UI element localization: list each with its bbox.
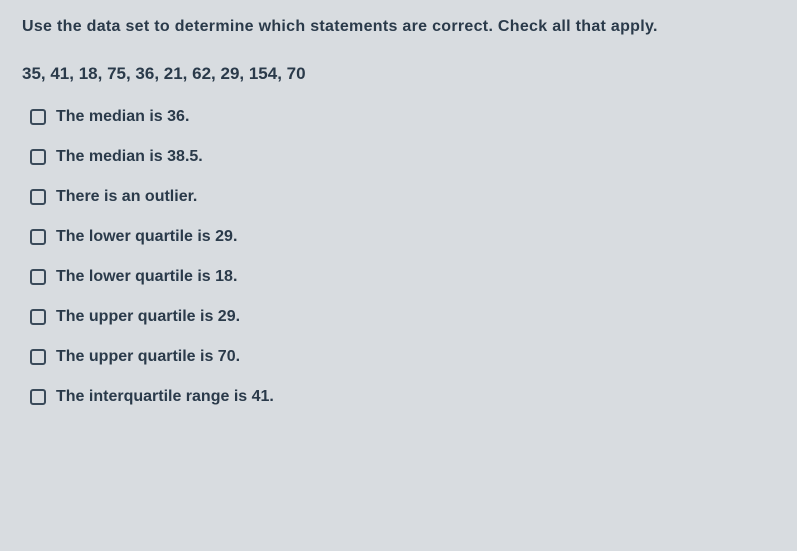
option-row: The upper quartile is 70. (30, 348, 775, 366)
option-label: There is an outlier. (56, 188, 197, 206)
options-container: The median is 36. The median is 38.5. Th… (22, 108, 775, 406)
option-label: The interquartile range is 41. (56, 388, 274, 406)
option-label: The median is 38.5. (56, 148, 203, 166)
checkbox-outlier[interactable] (30, 189, 46, 205)
data-set-text: 35, 41, 18, 75, 36, 21, 62, 29, 154, 70 (22, 64, 775, 84)
option-label: The upper quartile is 29. (56, 308, 240, 326)
option-label: The upper quartile is 70. (56, 348, 240, 366)
option-label: The median is 36. (56, 108, 189, 126)
checkbox-upper-quartile-29[interactable] (30, 309, 46, 325)
option-row: The lower quartile is 18. (30, 268, 775, 286)
option-row: The median is 36. (30, 108, 775, 126)
option-label: The lower quartile is 29. (56, 228, 237, 246)
option-row: The median is 38.5. (30, 148, 775, 166)
option-row: The upper quartile is 29. (30, 308, 775, 326)
checkbox-iqr-41[interactable] (30, 389, 46, 405)
checkbox-lower-quartile-29[interactable] (30, 229, 46, 245)
checkbox-median-36[interactable] (30, 109, 46, 125)
instruction-text: Use the data set to determine which stat… (22, 18, 775, 36)
option-row: The lower quartile is 29. (30, 228, 775, 246)
checkbox-median-385[interactable] (30, 149, 46, 165)
checkbox-upper-quartile-70[interactable] (30, 349, 46, 365)
option-row: The interquartile range is 41. (30, 388, 775, 406)
option-row: There is an outlier. (30, 188, 775, 206)
option-label: The lower quartile is 18. (56, 268, 237, 286)
checkbox-lower-quartile-18[interactable] (30, 269, 46, 285)
